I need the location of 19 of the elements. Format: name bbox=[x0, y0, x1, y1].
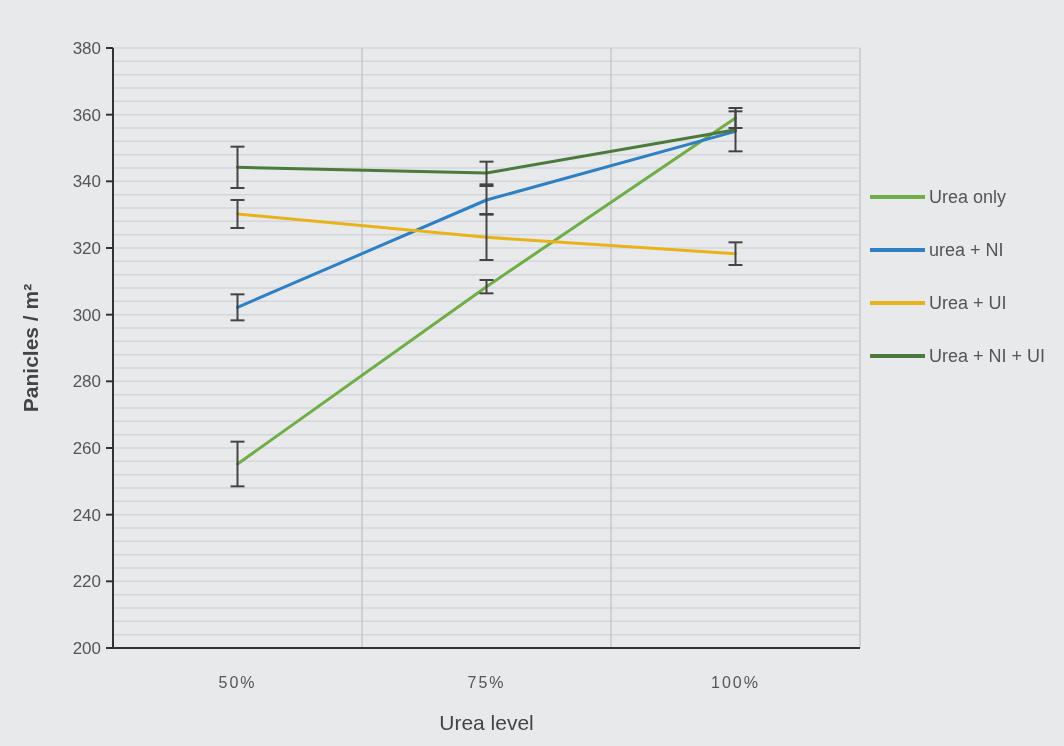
x-tick-label: 50% bbox=[218, 674, 257, 691]
legend-label: Urea only bbox=[929, 187, 1007, 208]
y-tick-label: 280 bbox=[72, 372, 101, 392]
x-tick-label: 100% bbox=[711, 674, 760, 691]
legend-label: urea + NI bbox=[929, 240, 1004, 261]
y-tick-label: 320 bbox=[72, 238, 101, 258]
legend-label: Urea + UI bbox=[929, 293, 1007, 314]
y-tick-label: 220 bbox=[72, 572, 101, 592]
legend-label: Urea + NI + UI bbox=[929, 346, 1046, 367]
y-tick-label: 260 bbox=[72, 438, 101, 458]
y-axis-title: Panicles / m² bbox=[19, 283, 42, 413]
y-tick-label: 340 bbox=[72, 172, 101, 192]
y-tick-label: 380 bbox=[72, 38, 101, 58]
y-tick-label: 200 bbox=[72, 638, 101, 658]
x-axis-title: Urea level bbox=[439, 711, 534, 734]
y-tick-label: 360 bbox=[72, 105, 101, 125]
y-tick-label: 240 bbox=[72, 505, 101, 525]
x-tick-label: 75% bbox=[467, 674, 506, 691]
y-tick-label: 300 bbox=[72, 305, 101, 325]
